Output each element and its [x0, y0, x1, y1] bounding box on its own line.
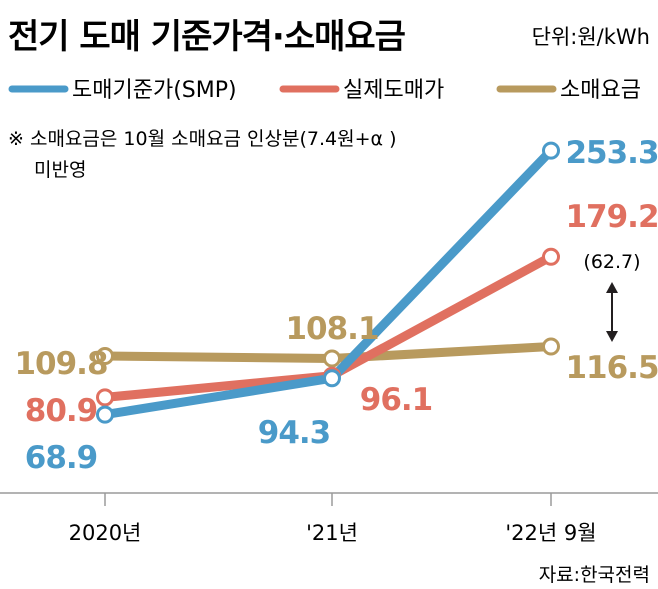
point-marker-retail — [96, 347, 114, 365]
point-marker-retail — [323, 349, 341, 368]
point-marker-smp — [323, 369, 341, 388]
point-marker-retail — [542, 337, 560, 356]
gap-arrow-head-up — [606, 282, 618, 293]
note-line-2: 미반영 — [34, 159, 86, 181]
unit-label: 단위:원/kWh — [532, 25, 650, 49]
x-tick-label: '22년 9월 — [505, 521, 596, 545]
note-line-1: ※ 소매요금은 10월 소매요금 인상분(7.4원+α ) — [8, 128, 397, 150]
gap-arrow-head-down — [606, 331, 618, 342]
gap-annotation-label: (62.7) — [583, 251, 640, 273]
data-label-actual: 96.1 — [360, 382, 433, 418]
x-axis-ticks: 2020년 '21년 '22년 9월 — [69, 493, 597, 545]
source-label: 자료:한국전력 — [539, 564, 650, 586]
gap-annotation: (62.7) — [583, 251, 641, 342]
point-marker-actual — [96, 388, 114, 407]
data-label-actual: 179.2 — [565, 199, 658, 235]
legend-label-retail: 소매요금 — [560, 78, 641, 103]
x-tick-label: 2020년 — [69, 521, 142, 545]
data-labels: 68.9 94.3 253.3 80.9 96.1 179.2 109.8 108.1 116.… — [14, 135, 658, 476]
series-markers — [96, 141, 560, 424]
data-label-retail: 108.1 — [285, 311, 378, 347]
data-label-retail: 109.8 — [14, 346, 107, 382]
x-tick-label: '21년 — [306, 521, 358, 545]
legend: 도매기준가(SMP) 실제도매가 소매요금 — [8, 78, 641, 103]
chart-title: 전기 도매 기준가격·소매요금 — [8, 17, 406, 57]
data-label-smp: 94.3 — [258, 415, 331, 451]
data-label-retail: 116.5 — [565, 350, 658, 386]
data-label-actual: 80.9 — [25, 393, 98, 429]
data-label-smp: 253.3 — [565, 135, 658, 171]
legend-label-smp: 도매기준가(SMP) — [72, 78, 237, 103]
point-marker-actual — [542, 247, 560, 266]
point-marker-smp — [96, 405, 114, 424]
data-label-smp: 68.9 — [25, 440, 98, 476]
legend-label-actual: 실제도매가 — [343, 78, 444, 103]
point-marker-smp — [542, 141, 560, 160]
